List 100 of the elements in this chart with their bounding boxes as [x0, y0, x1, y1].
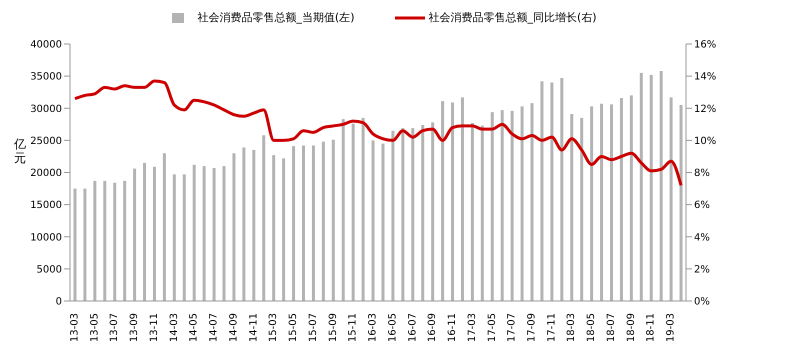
x-tick-label: 13-11 [148, 313, 160, 342]
y2-tick-label: 4% [694, 232, 710, 244]
bar [73, 188, 76, 301]
bar [441, 101, 444, 301]
bar [460, 97, 464, 301]
x-tick-label: 15-07 [308, 313, 319, 342]
x-tick-label: 14-07 [208, 313, 220, 342]
bar [222, 166, 226, 301]
x-tick-label: 13-05 [89, 313, 100, 342]
bar [352, 124, 355, 301]
x-tick-label: 16-05 [387, 313, 398, 342]
y-tick-label: 15000 [30, 200, 62, 212]
x-tick-label: 18-03 [566, 313, 578, 342]
bar [312, 146, 315, 301]
y2-tick-label: 16% [694, 40, 716, 51]
bar [133, 168, 136, 301]
bar [143, 162, 146, 301]
y2-tick-label: 14% [694, 72, 716, 83]
bar [391, 130, 394, 301]
bar [302, 146, 305, 301]
bar [362, 118, 365, 301]
x-tick-label: 16-11 [447, 313, 458, 342]
x-tick-label: 17-05 [486, 313, 498, 342]
bar [332, 140, 335, 301]
bar [232, 153, 236, 301]
x-tick-label: 16-03 [368, 313, 379, 342]
bar [660, 70, 663, 301]
y-tick-label: 5000 [36, 264, 62, 276]
bar [570, 114, 574, 301]
y-tick-label: 10000 [30, 232, 62, 244]
bar [322, 142, 325, 301]
y2-tick-label: 6% [694, 200, 710, 212]
bar [152, 166, 156, 301]
x-tick-label: 15-05 [288, 313, 300, 342]
bar [640, 72, 643, 301]
bar [282, 158, 286, 301]
y2-tick-label: 8% [694, 168, 710, 180]
bar [252, 150, 256, 301]
bar [272, 155, 276, 301]
y-axis-title: 亿元 [13, 137, 26, 165]
x-tick-label: 18-11 [646, 313, 657, 342]
bar [421, 124, 424, 301]
bar [470, 123, 474, 301]
bar [262, 135, 266, 301]
bar [580, 118, 584, 301]
bar [401, 128, 404, 301]
x-tick-label: 14-09 [228, 313, 240, 342]
bar [550, 82, 554, 301]
bar [182, 174, 186, 301]
bar [242, 147, 246, 301]
x-tick-label: 13-03 [69, 313, 80, 342]
x-tick-label: 18-05 [586, 313, 598, 342]
x-tick-label: 17-09 [526, 313, 538, 342]
y-tick-label: 35000 [30, 72, 62, 83]
y2-tick-label: 2% [694, 264, 710, 276]
x-tick-label: 14-05 [188, 313, 200, 342]
x-tick-label: 17-11 [546, 313, 558, 342]
bar [590, 106, 594, 301]
bar [411, 128, 414, 301]
x-tick-label: 14-11 [248, 313, 260, 342]
bar [212, 168, 216, 301]
bar [372, 140, 375, 301]
line-series [73, 79, 683, 187]
bar [650, 74, 653, 301]
x-tick-label: 15-11 [348, 313, 359, 342]
y-tick-label: 30000 [30, 104, 62, 115]
bar [93, 180, 96, 301]
bar [610, 104, 613, 301]
bar [342, 119, 345, 301]
bar [162, 153, 166, 301]
bar [680, 105, 683, 301]
bar [520, 106, 524, 301]
y-tick-label: 40000 [30, 40, 62, 51]
bar [530, 103, 534, 301]
x-tick-label: 19-03 [666, 313, 677, 342]
bar [202, 166, 206, 301]
x-tick-label: 13-07 [109, 313, 120, 342]
y2-tick-label: 10% [694, 136, 716, 147]
x-tick-label: 17-03 [466, 313, 478, 342]
bar [670, 97, 673, 301]
x-tick-label: 14-03 [168, 313, 180, 342]
bar [540, 81, 544, 301]
bar [600, 104, 604, 301]
bar [451, 102, 454, 301]
bar [292, 146, 296, 301]
bar [123, 180, 126, 301]
bar [630, 95, 633, 301]
bar [431, 122, 434, 301]
bar [381, 144, 384, 301]
bar [113, 182, 116, 301]
bar [172, 174, 176, 301]
x-tick-label: 18-09 [626, 313, 637, 342]
y2-tick-label: 12% [694, 104, 716, 115]
x-tick-label: 16-09 [427, 313, 438, 342]
x-tick-label: 13-09 [129, 313, 140, 342]
bar [510, 110, 514, 301]
x-tick-label: 18-07 [606, 313, 617, 342]
bar [490, 112, 494, 301]
y2-tick-label: 0% [694, 296, 710, 308]
x-tick-label: 16-07 [407, 313, 418, 342]
